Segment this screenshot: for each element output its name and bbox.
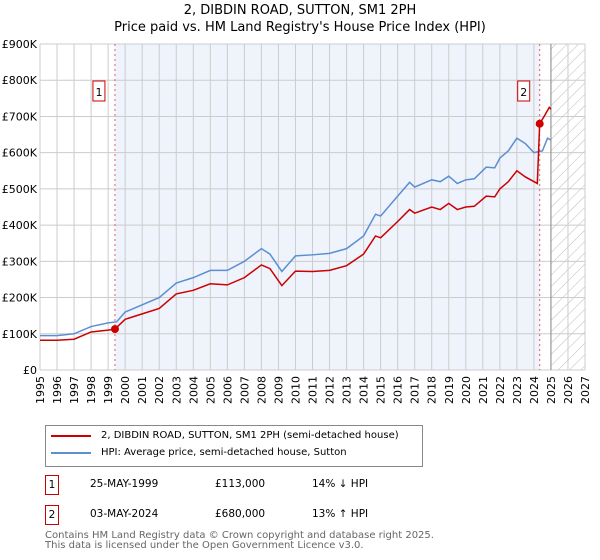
x-tick-label: 2011 bbox=[307, 376, 320, 404]
y-tick-label: £400K bbox=[2, 219, 38, 232]
ownership-shading bbox=[114, 44, 540, 370]
y-tick-label: £600K bbox=[2, 147, 38, 160]
x-tick-label: 2023 bbox=[511, 376, 524, 404]
x-tick-label: 2021 bbox=[477, 376, 490, 404]
footer: Contains HM Land Registry data © Crown c… bbox=[45, 531, 434, 551]
x-tick-label: 2014 bbox=[358, 376, 371, 404]
sale-hpi-diff: 14% ↓ HPI bbox=[312, 478, 369, 490]
sale-date: 25-MAY-1999 bbox=[90, 478, 159, 490]
x-tick-label: 1999 bbox=[102, 376, 115, 404]
chart-title: 2, DIBDIN ROAD, SUTTON, SM1 2PH bbox=[183, 3, 417, 18]
x-tick-label: 2013 bbox=[341, 376, 354, 404]
x-tick-label: 1995 bbox=[34, 376, 47, 404]
y-tick-label: £100K bbox=[2, 328, 38, 341]
x-tick-label: 2017 bbox=[409, 376, 422, 404]
x-tick-label: 1997 bbox=[68, 376, 81, 404]
sale-price: £113,000 bbox=[215, 478, 266, 490]
legend-label-hpi: HPI: Average price, semi-detached house,… bbox=[101, 447, 347, 458]
sale-point bbox=[535, 119, 544, 128]
annotation-label: 2 bbox=[520, 86, 527, 99]
chart-subtitle: Price paid vs. HM Land Registry's House … bbox=[114, 20, 486, 35]
x-tick-label: 2005 bbox=[204, 376, 217, 404]
sale-hpi-diff: 13% ↑ HPI bbox=[312, 508, 369, 520]
sale-date: 03-MAY-2024 bbox=[90, 508, 159, 520]
footer-copyright: Contains HM Land Registry data © Crown c… bbox=[45, 530, 434, 541]
sale-point bbox=[110, 325, 119, 334]
x-tick-label: 2026 bbox=[562, 376, 575, 404]
x-tick-label: 2009 bbox=[272, 376, 285, 404]
y-tick-label: £500K bbox=[2, 183, 38, 196]
x-tick-label: 2006 bbox=[221, 376, 234, 404]
x-tick-label: 2022 bbox=[494, 376, 507, 404]
x-tick-label: 2025 bbox=[545, 376, 558, 404]
y-tick-label: £300K bbox=[2, 255, 38, 268]
legend-label-property: 2, DIBDIN ROAD, SUTTON, SM1 2PH (semi-de… bbox=[101, 430, 399, 441]
legend: 2, DIBDIN ROAD, SUTTON, SM1 2PH (semi-de… bbox=[45, 425, 423, 467]
y-tick-label: £0 bbox=[23, 364, 37, 377]
x-tick-label: 2015 bbox=[375, 376, 388, 404]
x-tick-label: 1998 bbox=[85, 376, 98, 404]
legend-swatch-hpi bbox=[51, 451, 91, 454]
sale-marker-badge: 1 bbox=[45, 475, 59, 495]
y-tick-label: £200K bbox=[2, 292, 38, 305]
annotation-label: 1 bbox=[95, 86, 102, 99]
x-tick-label: 2002 bbox=[153, 376, 166, 404]
x-tick-label: 2004 bbox=[187, 376, 200, 404]
legend-swatch-property bbox=[51, 434, 91, 437]
x-tick-label: 2010 bbox=[289, 376, 302, 404]
x-tick-label: 2001 bbox=[136, 376, 149, 404]
x-tick-label: 2016 bbox=[392, 376, 405, 404]
x-tick-label: 2024 bbox=[528, 376, 541, 404]
y-tick-label: £800K bbox=[2, 74, 38, 87]
y-tick-label: £700K bbox=[2, 110, 38, 123]
y-tick-label: £900K bbox=[2, 38, 38, 51]
x-tick-label: 2019 bbox=[443, 376, 456, 404]
property-price-line bbox=[40, 106, 552, 342]
x-tick-label: 2007 bbox=[238, 376, 251, 404]
annotation-box bbox=[517, 80, 531, 102]
annotation-box bbox=[92, 80, 106, 102]
x-tick-label: 2008 bbox=[255, 376, 268, 404]
x-tick-label: 1996 bbox=[51, 376, 64, 404]
x-tick-label: 2003 bbox=[170, 376, 183, 404]
x-tick-label: 2012 bbox=[324, 376, 337, 404]
sale-price: £680,000 bbox=[215, 508, 266, 520]
x-tick-label: 2020 bbox=[460, 376, 473, 404]
hpi-line bbox=[40, 137, 552, 337]
sale-marker-badge: 2 bbox=[45, 505, 59, 525]
footer-licence: This data is licensed under the Open Gov… bbox=[45, 540, 364, 551]
x-tick-label: 2000 bbox=[119, 376, 132, 404]
x-tick-label: 2018 bbox=[426, 376, 439, 404]
x-tick-label: 2027 bbox=[579, 376, 592, 404]
plot-area: 1995 1996 1997 1998 1999 2000 2001 2002 2003 2004… bbox=[2, 38, 592, 404]
